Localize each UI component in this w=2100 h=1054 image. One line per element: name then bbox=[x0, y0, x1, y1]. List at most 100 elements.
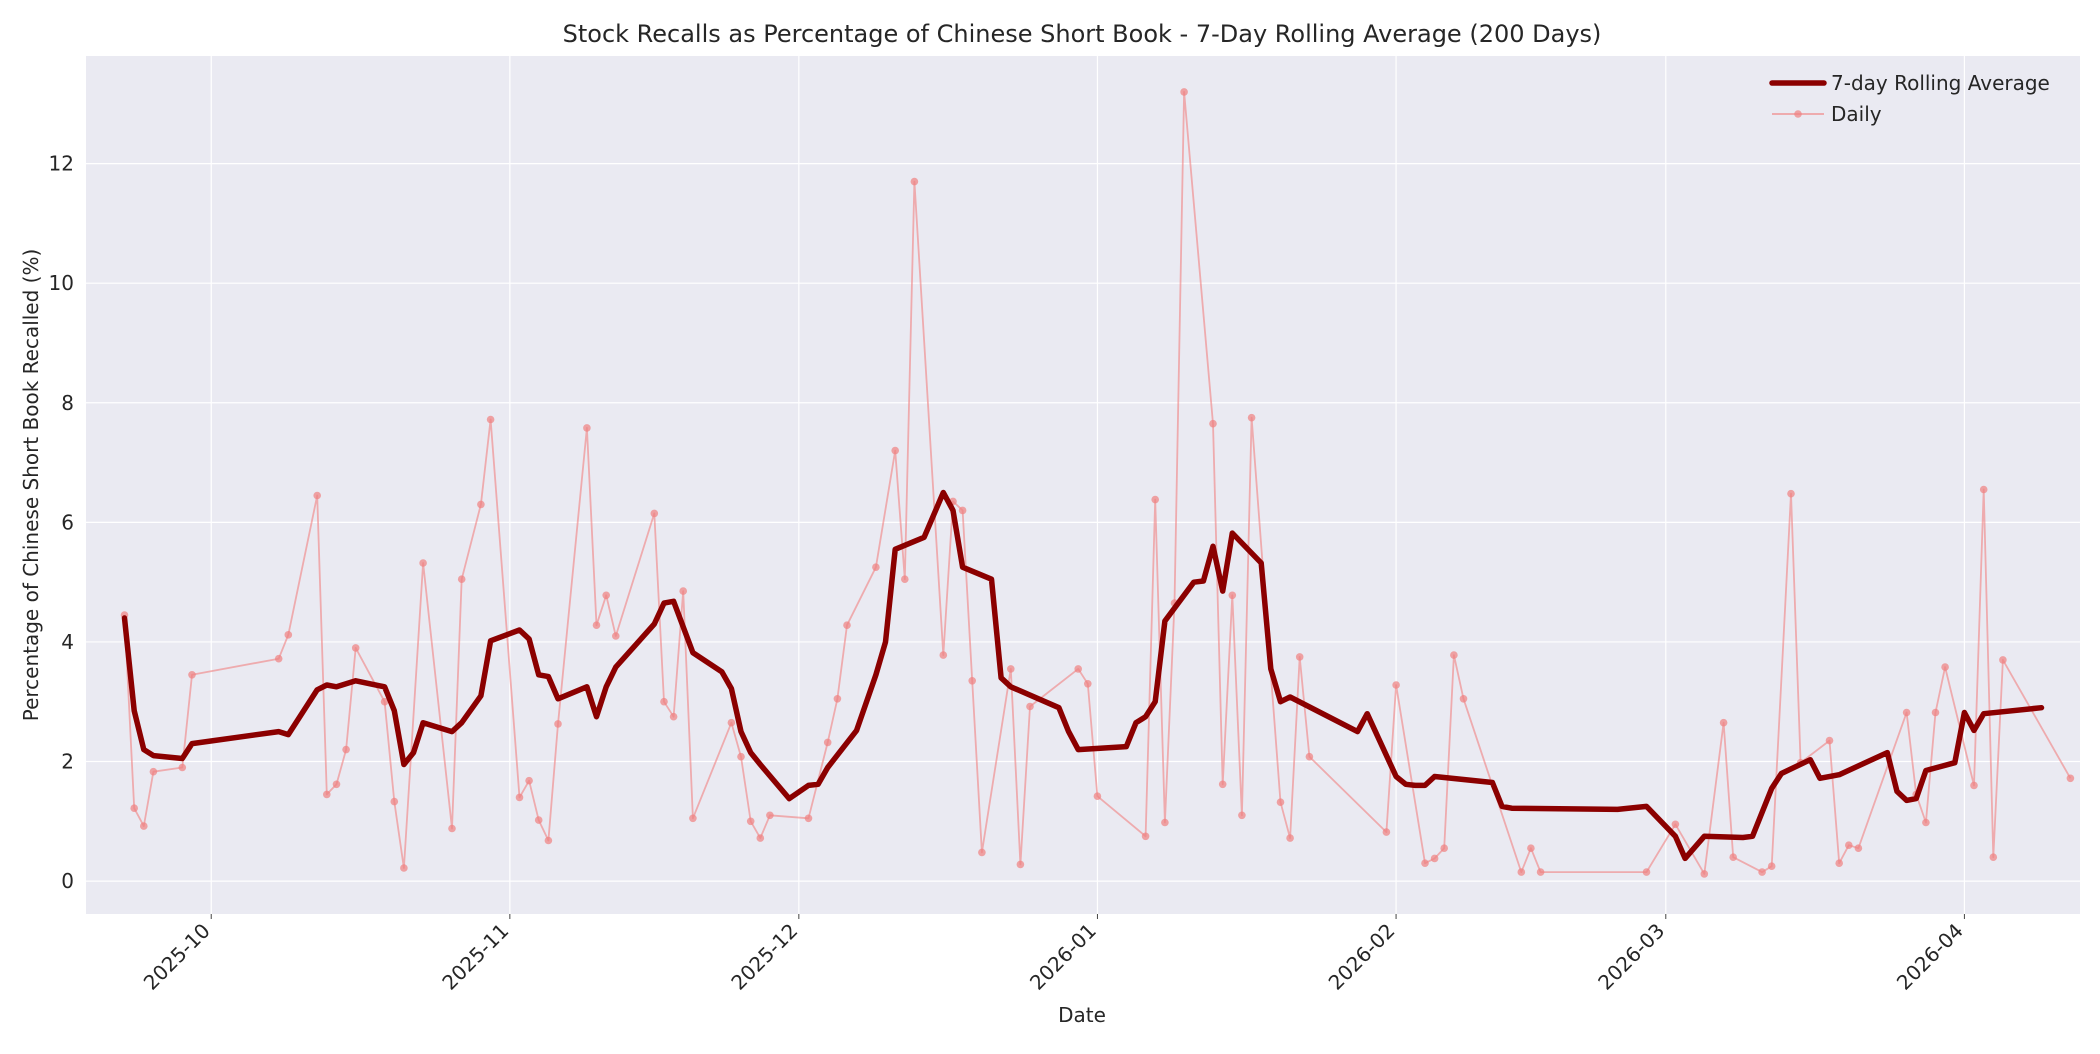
daily-point bbox=[313, 491, 322, 500]
daily-point bbox=[1218, 780, 1227, 789]
daily-point bbox=[1209, 419, 1217, 428]
x-tick-label: 2025-11 bbox=[437, 919, 513, 995]
daily-point bbox=[1007, 665, 1015, 673]
daily-point bbox=[602, 591, 610, 600]
daily-point bbox=[1922, 818, 1930, 827]
daily-point bbox=[400, 864, 408, 872]
daily-point bbox=[939, 651, 948, 659]
daily-point bbox=[1527, 844, 1535, 852]
daily-point bbox=[1382, 828, 1391, 836]
legend-label-daily: Daily bbox=[1831, 102, 1882, 126]
daily-point bbox=[534, 816, 543, 824]
daily-point bbox=[1517, 868, 1526, 876]
daily-point bbox=[284, 631, 293, 639]
y-tick-label: 10 bbox=[49, 271, 74, 295]
daily-point bbox=[746, 817, 755, 826]
daily-point bbox=[188, 671, 196, 679]
x-tick-label: 2026-04 bbox=[1892, 919, 1968, 995]
daily-point bbox=[1440, 844, 1448, 852]
series-layer bbox=[120, 88, 2075, 878]
daily-point bbox=[1074, 665, 1082, 673]
y-tick-label: 12 bbox=[49, 152, 74, 176]
daily-point bbox=[910, 177, 919, 186]
y-tick-label: 8 bbox=[61, 391, 74, 415]
daily-point bbox=[351, 644, 360, 652]
daily-point bbox=[1671, 820, 1680, 829]
daily-point bbox=[1902, 708, 1911, 717]
daily-point bbox=[1084, 680, 1092, 688]
daily-point bbox=[689, 814, 697, 823]
daily-point bbox=[1931, 708, 1940, 717]
daily-point bbox=[544, 836, 553, 845]
daily-point bbox=[1276, 798, 1285, 806]
daily-point bbox=[1536, 868, 1545, 876]
daily-point bbox=[1970, 781, 1978, 790]
y-tick-label: 6 bbox=[61, 510, 74, 534]
daily-point bbox=[1941, 663, 1949, 671]
daily-point bbox=[804, 814, 813, 823]
daily-point bbox=[766, 811, 774, 820]
daily-point bbox=[1758, 868, 1766, 876]
daily-point bbox=[486, 415, 495, 424]
daily-point bbox=[1854, 844, 1863, 852]
y-axis-label: Percentage of Chinese Short Book Recalle… bbox=[19, 249, 43, 722]
daily-point bbox=[583, 424, 591, 432]
daily-point bbox=[380, 697, 389, 706]
legend-label-rolling-average: 7-day Rolling Average bbox=[1831, 71, 2050, 95]
legend: 7-day Rolling Average Daily bbox=[1769, 71, 2050, 126]
daily-point bbox=[1787, 489, 1795, 498]
y-tick-label: 2 bbox=[61, 750, 74, 774]
daily-point bbox=[737, 752, 745, 761]
daily-point bbox=[669, 712, 678, 721]
daily-point bbox=[727, 718, 736, 727]
daily-point bbox=[1835, 859, 1843, 867]
x-tick-label: 2025-10 bbox=[139, 919, 215, 995]
daily-point bbox=[149, 767, 158, 776]
daily-point bbox=[1286, 834, 1294, 842]
daily-point bbox=[872, 563, 880, 571]
daily-point bbox=[958, 506, 967, 515]
plot-area bbox=[86, 56, 2080, 914]
x-tick-label: 2026-01 bbox=[1025, 919, 1101, 995]
daily-point bbox=[660, 697, 668, 706]
daily-point bbox=[1238, 811, 1246, 820]
daily-point bbox=[477, 500, 485, 509]
daily-point bbox=[1700, 870, 1709, 878]
daily-point bbox=[515, 793, 524, 802]
daily-point bbox=[2066, 774, 2075, 783]
daily-point bbox=[833, 695, 842, 703]
legend-marker-daily bbox=[1794, 110, 1802, 118]
chart-title: Stock Recalls as Percentage of Chinese S… bbox=[563, 20, 1602, 48]
daily-point bbox=[756, 834, 765, 842]
daily-point bbox=[1016, 860, 1025, 869]
daily-point bbox=[978, 848, 986, 857]
daily-point bbox=[1392, 681, 1400, 689]
daily-point bbox=[1999, 656, 2007, 664]
daily-point bbox=[679, 587, 687, 595]
daily-point bbox=[650, 509, 659, 518]
daily-point bbox=[390, 797, 399, 806]
daily-point bbox=[1719, 718, 1728, 727]
daily-point bbox=[554, 720, 562, 728]
daily-point bbox=[1228, 591, 1237, 600]
daily-point bbox=[1295, 653, 1304, 661]
daily-point bbox=[1421, 859, 1429, 867]
daily-point bbox=[130, 804, 138, 812]
daily-point bbox=[612, 632, 620, 640]
daily-point bbox=[1845, 841, 1853, 849]
x-tick-label: 2026-02 bbox=[1324, 919, 1400, 995]
daily-point bbox=[1825, 736, 1834, 745]
daily-point bbox=[332, 780, 341, 789]
y-tick-label: 0 bbox=[61, 869, 74, 893]
daily-point bbox=[1979, 485, 1988, 494]
daily-point bbox=[1180, 88, 1188, 96]
daily-point bbox=[1093, 792, 1102, 800]
daily-point bbox=[1459, 695, 1468, 703]
daily-point bbox=[891, 446, 899, 455]
daily-point bbox=[140, 822, 148, 830]
daily-point bbox=[592, 621, 601, 629]
daily-point bbox=[823, 738, 832, 747]
daily-point bbox=[457, 575, 466, 583]
